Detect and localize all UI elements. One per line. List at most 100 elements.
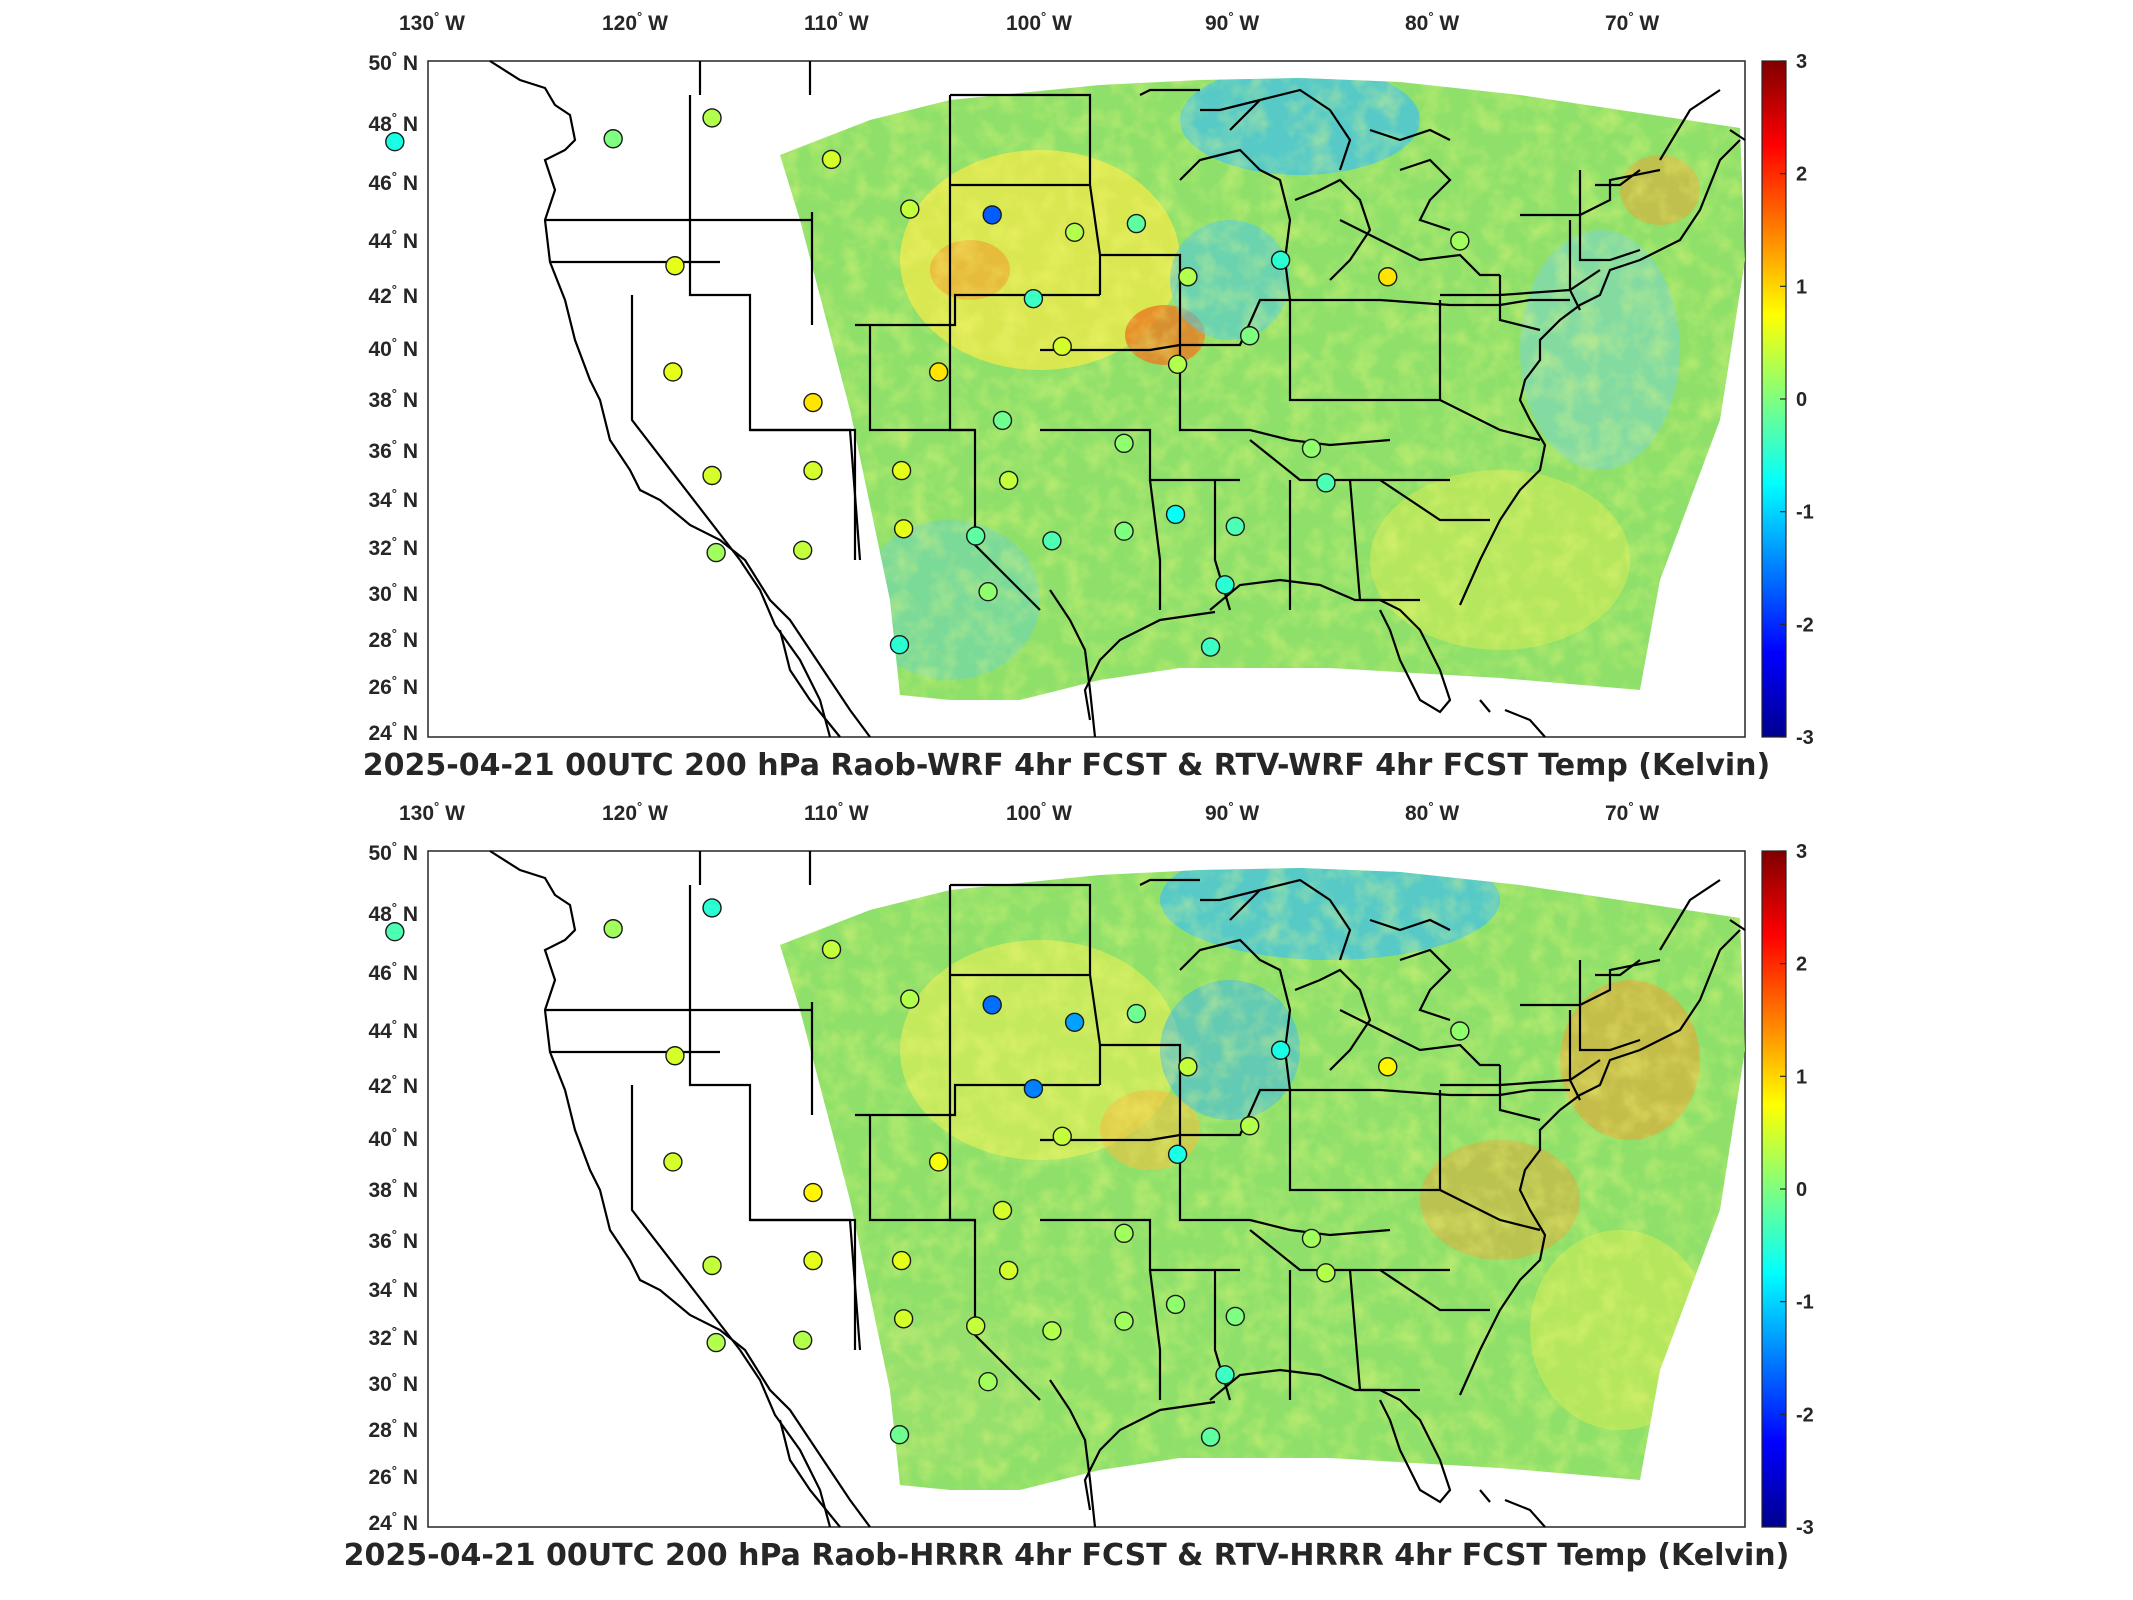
- latitude-label: 38° N: [368, 1176, 418, 1202]
- station-marker: [978, 1372, 998, 1392]
- colorbar-tick-label: 3: [1796, 51, 1807, 73]
- station-marker: [1215, 1365, 1235, 1385]
- station-marker: [663, 362, 683, 382]
- colorbar-tick-label: -2: [1796, 614, 1814, 636]
- station-marker: [1225, 1306, 1245, 1327]
- latitude-label: 46° N: [368, 169, 418, 195]
- station-marker: [702, 898, 722, 918]
- latitude-label: 42° N: [368, 282, 418, 308]
- station-marker: [891, 1250, 912, 1271]
- station-marker: [1301, 438, 1322, 459]
- colorbar-ticks: 3 2 1 0 -1 -2 -3: [1780, 51, 1814, 749]
- latitude-label: 28° N: [368, 626, 418, 652]
- station-marker: [385, 131, 405, 152]
- colorbar-tick-label: -2: [1796, 1404, 1814, 1426]
- station-marker: [706, 1332, 726, 1353]
- colorbar-tick-label: 1: [1796, 1066, 1807, 1088]
- longitude-label: 110° W: [804, 799, 869, 825]
- latitude-label: 26° N: [368, 1463, 418, 1489]
- station-marker: [1301, 1228, 1322, 1249]
- station-marker: [821, 149, 842, 170]
- station-marker: [900, 989, 920, 1009]
- longitude-label: 120° W: [602, 799, 668, 825]
- station-marker: [1316, 1263, 1336, 1283]
- station-marker: [1042, 1321, 1062, 1341]
- latitude-label: 34° N: [368, 486, 418, 512]
- station-marker: [1316, 473, 1336, 493]
- longitude-label: 70° W: [1605, 9, 1659, 35]
- colorbar-tick-label: 2: [1796, 954, 1807, 976]
- station-marker: [792, 540, 813, 560]
- station-marker: [821, 939, 842, 960]
- longitude-label: 90° W: [1205, 799, 1259, 825]
- station-marker: [603, 129, 623, 149]
- colorbar-tick-label: -3: [1796, 727, 1814, 749]
- station-marker: [982, 995, 1002, 1015]
- latitude-label: 26° N: [368, 673, 418, 699]
- station-marker: [803, 1250, 823, 1271]
- latitude-label: 32° N: [368, 534, 418, 560]
- latitude-label: 30° N: [368, 580, 418, 606]
- station-marker: [1200, 1427, 1221, 1447]
- longitude-label: 100° W: [1006, 9, 1072, 35]
- station-marker: [928, 1152, 949, 1172]
- station-marker: [1126, 1003, 1147, 1024]
- latitude-label: 24° N: [368, 719, 418, 745]
- coastlines-and-borders: [489, 850, 1746, 1528]
- latitude-labels: 50° N 48° N 46° N 44° N 42° N 40° N 38° N 36° N…: [368, 49, 418, 745]
- station-marker: [1239, 326, 1260, 346]
- station-marker: [998, 470, 1019, 491]
- station-marker: [803, 392, 823, 413]
- station-marker: [792, 1330, 813, 1350]
- station-marker: [1064, 1012, 1085, 1033]
- station-marker: [1270, 1040, 1291, 1060]
- station-marker: [1200, 637, 1221, 657]
- latitude-label: 28° N: [368, 1416, 418, 1442]
- station-marker: [1114, 1311, 1134, 1331]
- station-marker: [803, 460, 823, 481]
- station-marker: [893, 1309, 914, 1329]
- station-marker: [1270, 250, 1291, 270]
- station-marker: [706, 542, 726, 563]
- station-marker: [1064, 222, 1085, 243]
- station-marker: [1167, 1144, 1188, 1164]
- station-marker: [1450, 1021, 1470, 1041]
- coastlines-and-borders: [489, 60, 1746, 738]
- colorbar-tick-label: 0: [1796, 389, 1807, 411]
- latitude-label: 36° N: [368, 1227, 418, 1253]
- station-marker: [1178, 267, 1198, 287]
- latitude-label: 48° N: [368, 110, 418, 136]
- station-marker: [1052, 1126, 1072, 1147]
- longitude-label: 130° W: [399, 9, 465, 35]
- latitude-label: 40° N: [368, 1125, 418, 1151]
- station-marker: [1450, 231, 1470, 251]
- latitude-label: 36° N: [368, 437, 418, 463]
- longitude-label: 120° W: [602, 9, 668, 35]
- latitude-label: 34° N: [368, 1276, 418, 1302]
- colorbar-tick-label: -1: [1796, 502, 1814, 524]
- map-title-hrrr: 2025-04-21 00UTC 200 hPa Raob-HRRR 4hr F…: [343, 1538, 1790, 1573]
- station-marker: [702, 1255, 722, 1276]
- colorbar-tick-label: -1: [1796, 1292, 1814, 1314]
- colorbar-tick-label: 1: [1796, 276, 1807, 298]
- station-marker: [992, 1200, 1013, 1221]
- colorbar-tick-label: 0: [1796, 1179, 1807, 1201]
- station-marker: [1215, 575, 1235, 595]
- station-marker: [978, 582, 998, 602]
- longitude-label: 70° W: [1605, 799, 1659, 825]
- station-marker: [603, 919, 623, 939]
- latitude-label: 44° N: [368, 227, 418, 253]
- station-marker: [1239, 1116, 1260, 1136]
- colorbar-tick-label: -3: [1796, 1517, 1814, 1539]
- station-marker: [385, 921, 405, 942]
- station-marker: [1042, 531, 1062, 551]
- station-marker: [702, 108, 722, 128]
- station-marker: [982, 205, 1002, 225]
- station-marker: [1167, 354, 1188, 374]
- station-marker: [900, 199, 920, 219]
- latitude-labels: 50° N 48° N 46° N 44° N 42° N 40° N 38° N 36° N…: [368, 839, 418, 1535]
- longitude-label: 130° W: [399, 799, 465, 825]
- station-marker: [1052, 336, 1072, 357]
- longitude-labels: 130° W 120° W 110° W 100° W 90° W 80° W 70° W: [399, 799, 1659, 825]
- station-marker: [1165, 504, 1186, 525]
